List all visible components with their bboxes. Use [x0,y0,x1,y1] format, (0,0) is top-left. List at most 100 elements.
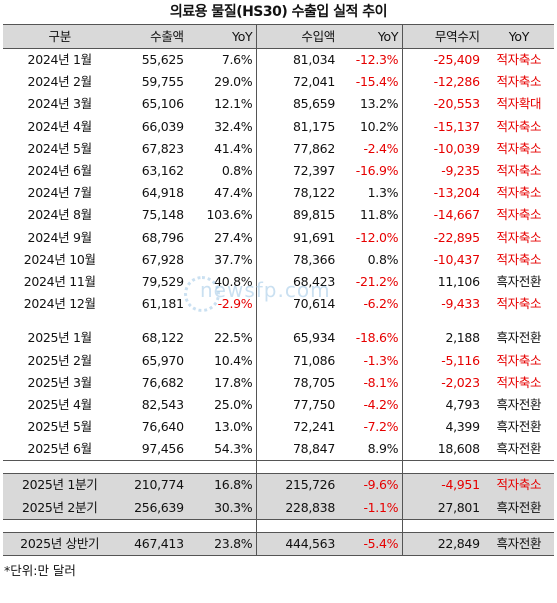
balance-yoy: 적자축소 [483,473,554,497]
balance-yoy: 적자축소 [496,74,542,90]
export-value: 61,181 [141,296,184,312]
row-label: 2025년 1분기 [3,473,117,497]
import-value: 444,563 [256,531,339,556]
table-row: 2024년 6월 63,162 0.8% 72,397 -16.9% -9,235 적자축소 [3,159,554,183]
table-row: 2024년 5월 67,823 41.4% 77,862 -2.4% -10,039 적자축… [3,137,554,160]
export-value: 55,625 [141,52,184,68]
balance-yoy: 적자축소 [496,251,542,267]
import-yoy: 1.3% [367,185,399,201]
import-yoy: -21.2% [355,273,399,289]
export-value: 76,640 [141,419,184,435]
export-value: 210,774 [116,473,188,497]
row-label: 2024년 11월 [23,273,96,289]
balance-yoy: 적자확대 [496,96,542,112]
balance-yoy: 흑자전환 [496,330,542,346]
balance-value: -5,116 [402,349,484,372]
balance-value: -9,433 [402,293,484,316]
import-value: 81,034 [256,48,339,72]
row-label: 2025년 3월 [27,374,93,390]
balance-value: -22,895 [402,226,484,249]
balance-value: -2,023 [402,371,484,394]
table-row: 2024년 1월 55,625 7.6% 81,034 -12.3% -25,409 적자축… [3,48,554,72]
import-value: 81,175 [256,115,339,138]
balance-value: 11,106 [402,270,484,294]
table-title: 의료용 물질(HS30) 수출입 실적 추이 [169,4,388,20]
export-value: 64,918 [141,185,184,201]
export-value: 79,529 [141,273,184,289]
export-value: 63,162 [141,163,184,179]
balance-yoy: 흑자전환 [496,396,542,412]
import-value: 70,614 [256,293,339,316]
export-value: 75,148 [141,207,184,223]
import-value: 78,705 [256,371,339,394]
import-value: 78,366 [256,248,339,271]
row-label: 2024년 7월 [27,185,93,201]
export-yoy: 30.3% [187,496,257,520]
balance-value: -20,553 [402,93,484,116]
row-label: 2024년 6월 [27,163,93,179]
export-yoy: 17.8% [214,374,253,390]
balance-value: -4,951 [402,473,484,497]
export-yoy: 16.8% [187,473,257,497]
table-row: 2025년 2분기 256,639 30.3% 228,838 -1.1% 27,801 흑… [3,496,554,520]
balance-value: 4,793 [402,393,484,416]
balance-value: -12,286 [402,71,484,94]
export-yoy: 10.4% [214,352,253,368]
export-yoy: 23.8% [187,531,257,556]
balance-yoy: 적자축소 [496,374,542,390]
row-label: 2024년 2월 [27,74,93,90]
header-export: 수출액 [116,24,188,49]
export-value: 65,106 [141,96,184,112]
export-yoy: 22.5% [214,330,253,346]
import-value: 78,847 [256,438,339,462]
export-value: 82,543 [141,396,184,412]
balance-yoy: 적자축소 [496,140,542,156]
header-import: 수입액 [256,24,339,49]
row-label: 2024년 1월 [27,52,93,68]
balance-value: -10,437 [402,248,484,271]
row-label: 2024년 8월 [27,207,93,223]
table-row: 2025년 상반기 467,413 23.8% 444,563 -5.4% 22,849 흑… [3,531,554,556]
table-row: 2024년 9월 68,796 27.4% 91,691 -12.0% -22,895 적자… [3,226,554,249]
table-row: 2025년 5월 76,640 13.0% 72,241 -7.2% 4,399 흑자전환 [3,416,554,439]
balance-value: -13,204 [402,182,484,205]
balance-value: -9,235 [402,159,484,183]
table-row: 2025년 1분기 210,774 16.8% 215,726 -9.6% -4,951 적… [3,473,554,497]
row-label: 2025년 상반기 [3,531,117,556]
export-yoy: 37.7% [214,251,253,267]
balance-yoy: 흑자전환 [483,438,554,462]
table-row: 2024년 8월 75,148 103.6% 89,815 11.8% -14,667 적자… [3,204,554,227]
table-row: 2025년 6월 97,456 54.3% 78,847 8.9% 18,608 흑자전환 [3,438,554,462]
export-value: 65,970 [141,352,184,368]
export-value: 66,039 [141,118,184,134]
export-yoy: 32.4% [214,118,253,134]
export-value: 59,755 [141,74,184,90]
table-row: 2025년 2월 65,970 10.4% 71,086 -1.3% -5,116 적자축소 [3,349,554,372]
balance-value: -25,409 [402,48,484,72]
header-balance: 무역수지 [402,24,484,49]
balance-yoy: 흑자전환 [496,419,542,435]
import-value: 77,750 [256,393,339,416]
import-yoy: -2.4% [363,140,399,156]
row-label: 2024년 4월 [27,118,93,134]
balance-value: -10,039 [402,137,484,160]
import-yoy: -8.1% [363,374,399,390]
header-category: 구분 [3,24,117,49]
table-row: 2024년 2월 59,755 29.0% 72,041 -15.4% -12,286 적자… [3,71,554,94]
export-value: 67,823 [141,140,184,156]
export-value: 67,928 [141,251,184,267]
export-value: 97,456 [116,438,188,462]
table-row: 2024년 12월 61,181 -2.9% 70,614 -6.2% -9,433 적자축… [3,293,554,316]
export-yoy: 13.0% [214,419,253,435]
balance-value: 4,399 [402,416,484,439]
import-value: 68,423 [256,270,339,294]
row-label: 2025년 1월 [27,330,93,346]
import-yoy: -15.4% [355,74,399,90]
balance-yoy: 적자축소 [496,207,542,223]
import-value: 72,397 [256,159,339,183]
import-value: 78,122 [256,182,339,205]
import-value: 77,862 [256,137,339,160]
import-value: 72,041 [256,71,339,94]
balance-yoy: 흑자전환 [496,273,542,289]
export-yoy: 27.4% [214,229,253,245]
